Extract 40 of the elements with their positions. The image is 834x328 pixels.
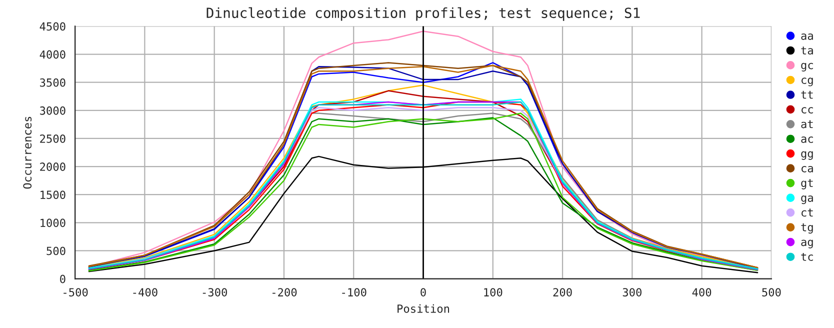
legend-label: ac — [801, 136, 813, 143]
x-tick-label: 500 — [762, 288, 781, 296]
legend-label: ta — [801, 46, 813, 55]
legend-label: gt — [801, 179, 813, 190]
y-tick-label: 500 — [46, 246, 66, 256]
legend-label: at — [801, 120, 813, 128]
legend-label: gc — [801, 62, 813, 72]
x-tick-label: 200 — [553, 288, 572, 296]
legend-label: tt — [801, 90, 813, 99]
legend-label: ca — [802, 166, 813, 172]
x-axis-title: Position — [398, 304, 450, 313]
x-tick-label: -400 — [133, 288, 158, 296]
legend-label: cc — [802, 107, 813, 114]
x-tick-label: -100 — [342, 288, 366, 296]
y-tick-label: 3500 — [40, 78, 66, 87]
y-tick-label: 3000 — [40, 106, 66, 115]
y-tick-label: 4500 — [40, 22, 66, 31]
legend-label: cg — [802, 78, 813, 86]
x-tick-label: -300 — [202, 288, 227, 296]
legend-label: tc — [801, 252, 813, 261]
x-tick-label: 0 — [420, 288, 426, 296]
x-tick-label: 300 — [622, 288, 642, 296]
y-tick-label: 1000 — [40, 218, 66, 228]
legend-label: tg — [801, 223, 813, 234]
y-tick-label: 1500 — [40, 190, 66, 200]
chart-title: Dinucleotide composition profiles; test sequence; S1 — [206, 7, 640, 21]
legend-label: aa — [801, 33, 813, 40]
y-axis-title: Occurrences — [23, 116, 32, 189]
legend-label: ct — [802, 208, 813, 217]
y-tick-label: 0 — [60, 274, 66, 284]
x-tick-label: -200 — [272, 288, 297, 296]
y-tick-label: 2500 — [40, 134, 66, 143]
legend-label: gg — [801, 151, 813, 160]
x-tick-label: 100 — [484, 288, 502, 296]
x-tick-label: 400 — [692, 288, 712, 296]
legend-label: ga — [801, 195, 813, 204]
legend-label: ag — [801, 240, 813, 248]
y-tick-label: 4000 — [40, 50, 66, 59]
x-tick-label: -500 — [64, 288, 88, 296]
y-tick-label: 2000 — [40, 162, 66, 171]
